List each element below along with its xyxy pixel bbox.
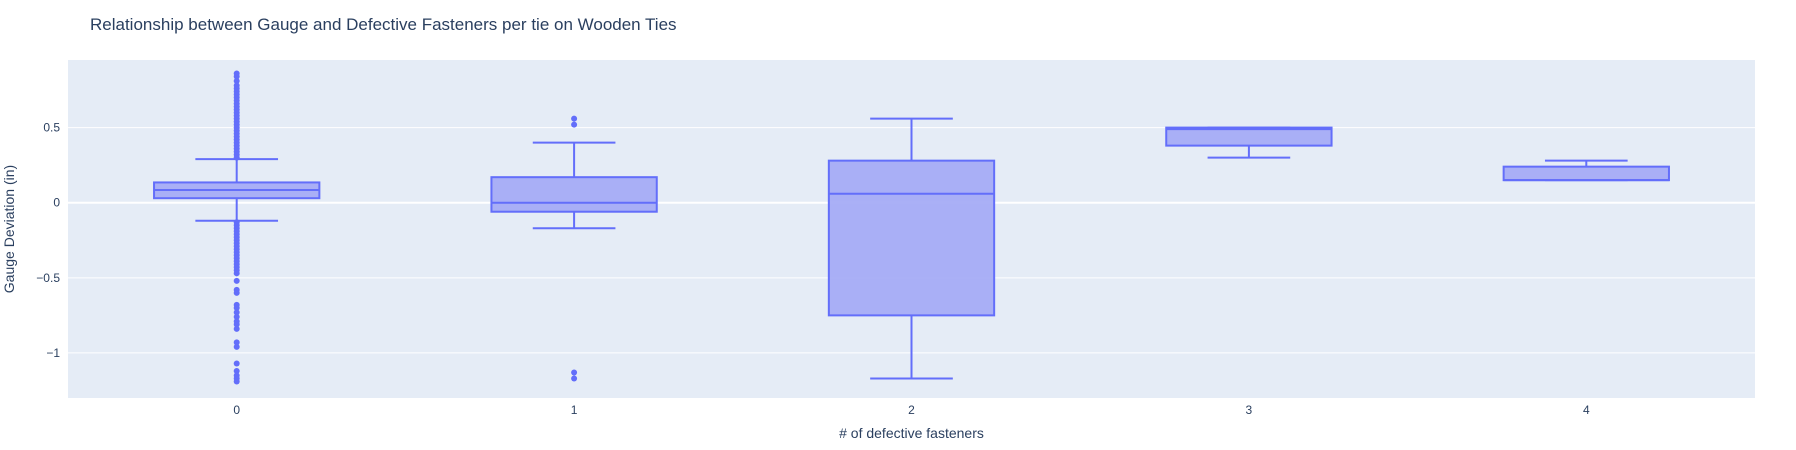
- x-tick-label: 4: [1583, 403, 1590, 417]
- boxes: [153, 70, 1670, 385]
- outlier-point: [233, 78, 240, 85]
- y-tick-labels: 0.5 0 −0.5 −1: [36, 121, 60, 360]
- box-1: [490, 115, 658, 382]
- box-iqr: [490, 176, 658, 213]
- outlier-point: [233, 309, 240, 316]
- box-3: [1165, 126, 1333, 159]
- box-2: [827, 117, 996, 380]
- outlier-point: [233, 313, 240, 320]
- y-tick-label: 0.5: [43, 121, 60, 135]
- outlier-point: [233, 270, 240, 277]
- outlier-point: [233, 325, 240, 332]
- outlier-point: [571, 375, 578, 382]
- x-tick-label: 2: [908, 403, 915, 417]
- outlier-point: [571, 121, 578, 128]
- outlier-point: [571, 369, 578, 376]
- y-tick-label: −0.5: [36, 271, 60, 285]
- box-iqr: [1502, 165, 1670, 182]
- outlier-point: [233, 378, 240, 385]
- outlier-point: [233, 277, 240, 284]
- outlier-point: [233, 339, 240, 346]
- box-4: [1502, 159, 1670, 182]
- box-iqr: [827, 159, 996, 317]
- outlier-point: [233, 321, 240, 328]
- outlier-point: [571, 115, 578, 122]
- x-tick-labels: 0 1 2 3 4: [233, 403, 1590, 417]
- y-tick-label: −1: [46, 346, 60, 360]
- outlier-point: [233, 154, 240, 161]
- x-tick-label: 1: [571, 403, 578, 417]
- outlier-point: [233, 289, 240, 296]
- box-0: [153, 70, 321, 385]
- x-axis-title: # of defective fasteners: [839, 425, 984, 441]
- y-tick-label: 0: [53, 196, 60, 210]
- outlier-point: [233, 360, 240, 367]
- box-iqr: [1165, 126, 1333, 147]
- outlier-point: [233, 367, 240, 374]
- outlier-point: [233, 73, 240, 80]
- outlier-point: [233, 343, 240, 350]
- x-tick-label: 3: [1246, 403, 1253, 417]
- x-tick-label: 0: [233, 403, 240, 417]
- chart-title: Relationship between Gauge and Defective…: [90, 15, 677, 34]
- outlier-point: [233, 304, 240, 311]
- y-axis-title: Gauge Deviation (in): [1, 165, 17, 293]
